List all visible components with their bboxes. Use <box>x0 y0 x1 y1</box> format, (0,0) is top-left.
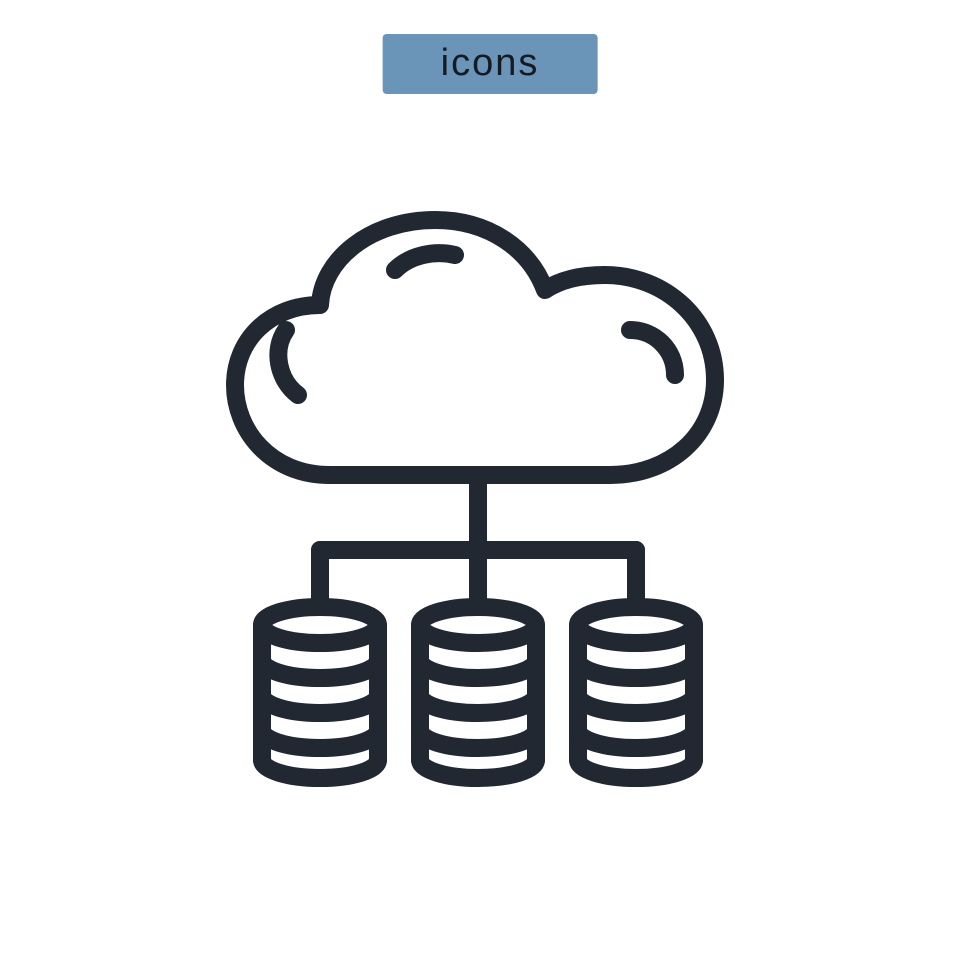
cloud-database-network-icon <box>210 205 770 825</box>
title-label: icons <box>441 42 540 84</box>
title-badge: icons <box>383 34 598 94</box>
